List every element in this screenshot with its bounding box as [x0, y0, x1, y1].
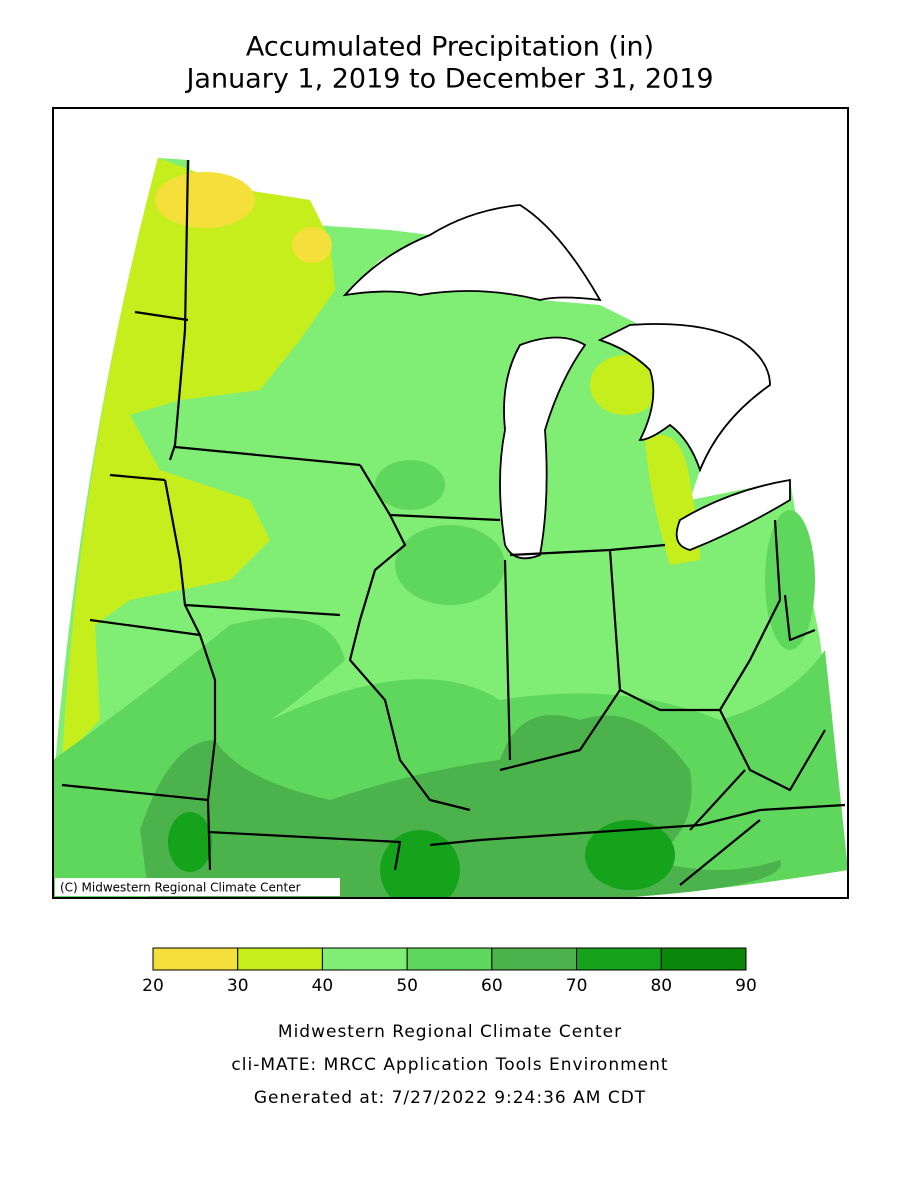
footer-line: cli-MATE: MRCC Application Tools Environ… [231, 1055, 668, 1075]
region-70-80 [168, 812, 212, 872]
legend-swatch [660, 947, 747, 971]
region-70-80 [585, 820, 675, 890]
legend: 20 30 40 50 60 70 80 90 [142, 947, 757, 996]
map: (C) Midwestern Regional Climate Center [52, 107, 849, 899]
legend-tick-label: 40 [312, 976, 334, 996]
legend-swatch [321, 947, 408, 971]
region-30-40 [590, 355, 660, 415]
legend-swatch [152, 947, 239, 971]
legend-tick-label: 70 [566, 976, 588, 996]
region-30-40 [62, 158, 335, 760]
state-borders [61, 159, 846, 886]
lake-michigan [499, 336, 587, 560]
legend-swatch [491, 947, 578, 971]
region-50-60 [765, 510, 815, 650]
legend-swatch [406, 947, 493, 971]
region-20-30 [292, 227, 332, 263]
legend-swatch [576, 947, 662, 971]
subtitle-line: January 1, 2019 to December 31, 2019 [184, 64, 713, 95]
legend-swatch [237, 947, 323, 971]
lake-superior [342, 204, 602, 302]
lake-huron [597, 323, 771, 473]
map-frame [52, 107, 849, 899]
region-50-60 [395, 525, 505, 605]
legend-tick-label: 80 [650, 976, 672, 996]
legend-tick-label: 90 [735, 976, 757, 996]
credit-bg [55, 878, 340, 896]
legend-tick-label: 50 [396, 976, 418, 996]
footer-line: Midwestern Regional Climate Center [278, 1022, 622, 1042]
title-line: Accumulated Precipitation (in) [246, 32, 654, 63]
footer-line: Generated at: 7/27/2022 9:24:36 AM CDT [254, 1088, 646, 1108]
lake-erie [675, 478, 791, 551]
map-credit: (C) Midwestern Regional Climate Center [60, 881, 301, 895]
legend-tick-label: 60 [481, 976, 503, 996]
legend-tick-label: 30 [227, 976, 249, 996]
region-20-30 [155, 172, 255, 228]
legend-tick-label: 20 [142, 976, 164, 996]
region-50-60 [375, 460, 445, 510]
